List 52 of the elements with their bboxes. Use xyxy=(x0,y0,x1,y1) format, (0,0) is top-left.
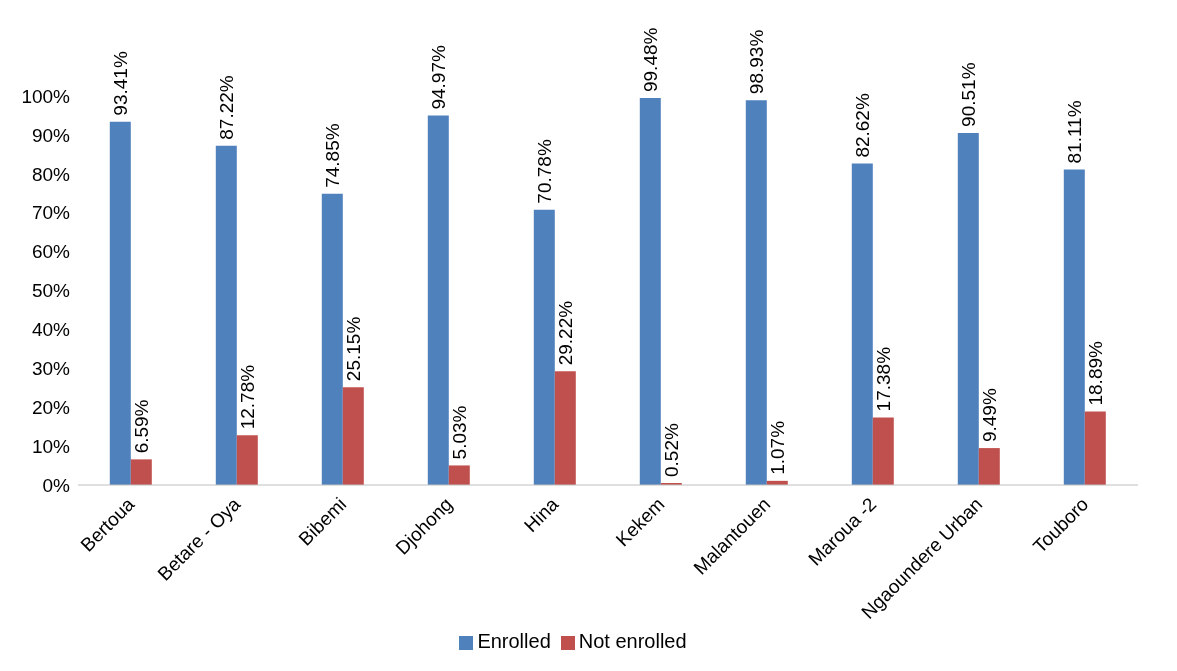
bar xyxy=(978,448,1000,485)
y-tick-label: 70% xyxy=(31,202,71,224)
y-tick-label: 60% xyxy=(31,241,71,263)
data-label: 6.59% xyxy=(130,399,152,454)
y-tick-label: 0% xyxy=(42,474,71,496)
bar xyxy=(872,417,894,485)
bar xyxy=(1063,169,1085,485)
y-tick-label: 80% xyxy=(31,163,71,185)
data-label: 18.89% xyxy=(1084,340,1106,406)
bar xyxy=(957,132,979,485)
y-tick-label: 10% xyxy=(31,435,71,457)
bar xyxy=(321,193,343,485)
y-tick-label: 30% xyxy=(31,358,71,380)
bar xyxy=(745,100,767,485)
y-tick-label: 100% xyxy=(21,85,71,107)
data-label: 93.41% xyxy=(109,51,131,116)
bar xyxy=(342,387,364,485)
bar xyxy=(1084,411,1106,485)
data-label: 87.22% xyxy=(215,75,237,140)
data-label: 94.97% xyxy=(427,45,449,110)
data-label: 99.48% xyxy=(639,27,661,93)
data-label: 70.78% xyxy=(533,139,555,204)
data-label: 81.11% xyxy=(1063,100,1085,164)
bar xyxy=(851,163,873,485)
data-label: 9.49% xyxy=(978,388,1000,443)
data-label: 29.22% xyxy=(554,300,576,366)
data-label: 17.38% xyxy=(872,346,894,412)
bar xyxy=(215,145,237,485)
data-label: 0.52% xyxy=(660,423,682,477)
bar xyxy=(554,371,576,485)
bar xyxy=(639,98,661,485)
bar xyxy=(427,115,449,485)
legend-label: Not enrolled xyxy=(578,630,687,652)
data-label: 12.78% xyxy=(236,364,258,430)
data-label: 82.62% xyxy=(851,93,873,158)
bar xyxy=(533,209,555,485)
y-tick-label: 40% xyxy=(31,319,71,341)
y-tick-label: 20% xyxy=(31,396,71,418)
bar xyxy=(109,121,131,485)
bar xyxy=(448,465,470,485)
data-label: 74.85% xyxy=(321,123,343,188)
y-tick-label: 90% xyxy=(31,124,71,146)
x-tick-label: Hina xyxy=(519,493,563,537)
data-label: 90.51% xyxy=(957,62,979,127)
data-label: 98.93% xyxy=(745,29,767,95)
data-label: 1.07% xyxy=(766,420,788,475)
legend-label: Enrolled xyxy=(477,630,551,652)
data-label: 25.15% xyxy=(342,316,364,382)
y-tick-label: 50% xyxy=(31,280,71,302)
bar xyxy=(236,435,258,485)
bar xyxy=(130,459,152,485)
data-label: 5.03% xyxy=(448,405,470,460)
